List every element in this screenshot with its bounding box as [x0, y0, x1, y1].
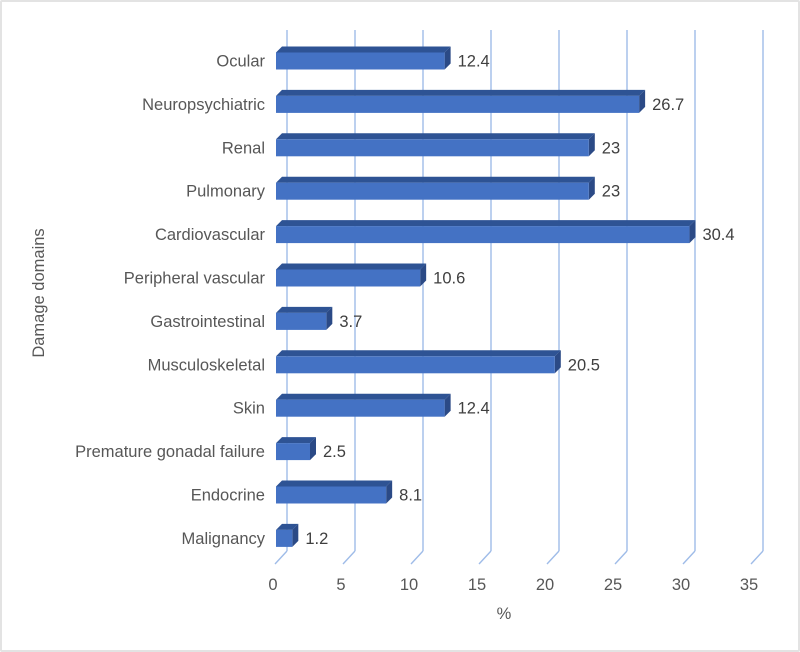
category-label-cardiovascular: Cardiovascular: [155, 226, 266, 244]
gridline-layer: [274, 30, 764, 565]
x-tick-label-30: 30: [672, 576, 690, 594]
bar-front-face: [276, 312, 327, 330]
bar-front-face: [276, 139, 589, 157]
value-label-peripheral-vascular: 10.6: [433, 270, 465, 288]
bar-front-face: [276, 269, 421, 287]
bar-renal: [276, 133, 595, 157]
bar-side-face: [386, 480, 393, 504]
value-label-gastrointestinal: 3.7: [339, 313, 362, 331]
bar-top-face: [276, 350, 561, 357]
value-label-premature-gonadal-failure: 2.5: [323, 443, 346, 461]
category-label-neuropsychiatric: Neuropsychiatric: [142, 96, 265, 114]
gridline-foot-10: [410, 550, 424, 565]
bar-side-face: [420, 263, 427, 287]
bar-top-face: [276, 480, 393, 487]
gridline-foot-5: [342, 550, 356, 565]
bar-top-face: [276, 437, 316, 444]
x-tick-label-15: 15: [468, 576, 486, 594]
bar-front-face: [276, 529, 293, 547]
bar-side-face: [326, 306, 333, 330]
bar-pulmonary: [276, 176, 595, 200]
bar-front-face: [276, 356, 555, 374]
bar-endocrine: [276, 480, 393, 504]
category-label-premature-gonadal-failure: Premature gonadal failure: [75, 443, 265, 461]
gridline-foot-20: [546, 550, 560, 565]
category-label-malignancy: Malignancy: [182, 530, 266, 548]
bar-layer: [276, 46, 696, 547]
bar-top-face: [276, 176, 595, 183]
bar-side-face: [444, 46, 451, 70]
bar-front-face: [276, 52, 445, 70]
bar-malignancy: [276, 523, 299, 547]
x-tick-label-25: 25: [604, 576, 622, 594]
value-label-ocular: 12.4: [458, 53, 490, 71]
bar-front-face: [276, 95, 640, 113]
bar-top-face: [276, 89, 646, 96]
bar-side-face: [444, 393, 451, 417]
bar-cardiovascular: [276, 220, 696, 244]
bar-front-face: [276, 486, 387, 504]
bar-side-face: [292, 523, 299, 547]
category-label-endocrine: Endocrine: [191, 487, 265, 505]
value-label-pulmonary: 23: [602, 183, 620, 201]
bar-front-face: [276, 182, 589, 200]
category-label-gastrointestinal: Gastrointestinal: [150, 313, 265, 331]
gridline-foot-30: [682, 550, 696, 565]
bar-top-face: [276, 393, 451, 400]
bar-side-face: [310, 437, 316, 461]
category-label-skin: Skin: [233, 400, 265, 418]
gridline-foot-35: [750, 550, 764, 565]
bar-gastrointestinal: [276, 306, 333, 330]
bar-peripheral-vascular: [276, 263, 427, 287]
x-tick-label-10: 10: [400, 576, 418, 594]
bar-neuropsychiatric: [276, 89, 646, 113]
bar-front-face: [276, 443, 310, 461]
bar-top-face: [276, 133, 595, 140]
bar-side-face: [588, 133, 595, 157]
category-label-musculoskeletal: Musculoskeletal: [148, 356, 265, 374]
value-label-malignancy: 1.2: [305, 530, 328, 548]
value-label-neuropsychiatric: 26.7: [652, 96, 684, 114]
value-label-skin: 12.4: [458, 400, 490, 418]
value-label-endocrine: 8.1: [399, 487, 422, 505]
bar-top-face: [276, 263, 427, 270]
value-label-renal: 23: [602, 139, 620, 157]
value-label-cardiovascular: 30.4: [702, 226, 734, 244]
x-tick-label-20: 20: [536, 576, 554, 594]
bar-side-face: [639, 89, 646, 113]
y-axis-title: Damage domains: [30, 228, 48, 357]
gridline-foot-15: [478, 550, 492, 565]
bar-side-face: [689, 220, 696, 244]
x-tick-label-35: 35: [740, 576, 758, 594]
gridline-foot-0: [274, 550, 288, 565]
value-label-musculoskeletal: 20.5: [568, 356, 600, 374]
bar-top-face: [276, 306, 333, 313]
bar-ocular: [276, 46, 451, 70]
category-label-peripheral-vascular: Peripheral vascular: [124, 270, 266, 288]
category-label-pulmonary: Pulmonary: [186, 183, 266, 201]
label-layer: 0 5 10 15 20 25 30 35 Ocular 12.4 Neuropsychiatric…: [75, 53, 758, 595]
category-label-ocular: Ocular: [216, 53, 265, 71]
bar-side-face: [588, 176, 595, 200]
bar-front-face: [276, 399, 445, 417]
gridline-foot-25: [614, 550, 628, 565]
bar-top-face: [276, 46, 451, 53]
bar-top-face: [276, 523, 299, 530]
bar-top-face: [276, 220, 696, 227]
x-tick-label-5: 5: [336, 576, 345, 594]
bar-front-face: [276, 226, 690, 244]
x-tick-label-0: 0: [268, 576, 277, 594]
x-axis-title: %: [497, 605, 512, 623]
bar-side-face: [554, 350, 561, 374]
category-label-renal: Renal: [222, 139, 265, 157]
bar-musculoskeletal: [276, 350, 561, 374]
bar-premature-gonadal-failure: [276, 437, 316, 461]
bar-skin: [276, 393, 451, 417]
